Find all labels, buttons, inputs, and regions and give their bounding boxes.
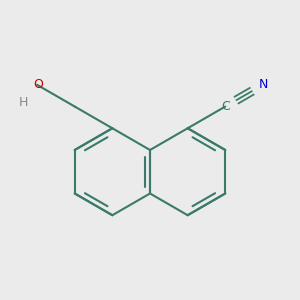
Text: N: N (258, 78, 268, 91)
Text: C: C (221, 100, 230, 113)
Text: H: H (19, 96, 28, 109)
Text: O: O (34, 78, 44, 91)
